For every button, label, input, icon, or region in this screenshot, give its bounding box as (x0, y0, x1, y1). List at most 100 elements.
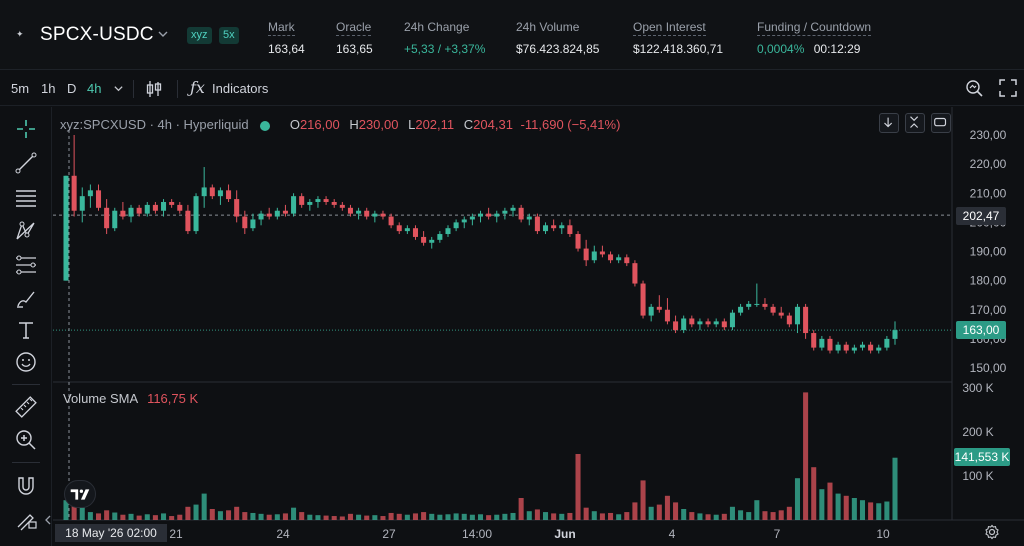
timeframe-4h[interactable]: 4h (87, 81, 102, 96)
favorite-star-icon[interactable]: ✦ (16, 29, 24, 39)
restore-icon (934, 117, 947, 127)
stat-value: $76.423.824,85 (516, 42, 600, 56)
trend-line-icon[interactable] (14, 151, 38, 175)
snapshot-zoom-icon[interactable] (964, 78, 984, 98)
candle-body (486, 213, 492, 217)
volume-bar (754, 500, 760, 520)
stat-label[interactable]: Funding / Countdown (757, 20, 872, 36)
candle-body (79, 196, 85, 211)
tradingview-logo-icon (70, 489, 90, 500)
volume-bar (217, 511, 223, 520)
price-axis-label: 190,00 (970, 245, 1007, 259)
stat-label[interactable]: Oracle (336, 20, 372, 36)
volume-bar (71, 497, 77, 520)
volume-bar (79, 507, 85, 520)
timeframe-chevron-icon[interactable] (113, 83, 124, 94)
volume-bar (794, 478, 800, 520)
volume-bar (234, 506, 240, 520)
timeframe-1h[interactable]: 1h (41, 81, 56, 96)
volume-bar (689, 512, 695, 520)
candle-body (112, 210, 118, 229)
crosshair-icon[interactable] (14, 117, 38, 141)
indicators-button[interactable]: Indicators (212, 81, 269, 96)
market-tag: xyz (187, 27, 212, 44)
candle-body (63, 175, 69, 281)
tradingview-logo[interactable] (64, 480, 96, 508)
brush-icon[interactable] (14, 286, 38, 310)
pane-settings-button[interactable] (931, 113, 951, 133)
candle-body (396, 225, 402, 232)
lock-drawings-icon[interactable] (14, 507, 38, 531)
collapse-toolbar-icon[interactable] (44, 515, 52, 525)
volume-bar (307, 514, 313, 520)
horizontal-lines-icon[interactable] (14, 185, 38, 209)
timeframe-5m[interactable]: 5m (11, 81, 30, 96)
candle-body (673, 321, 679, 331)
volume-bar (681, 509, 687, 520)
candle-body (104, 207, 110, 229)
candle-body (884, 338, 890, 348)
volume-bar (762, 511, 768, 520)
volume-bar (412, 513, 418, 520)
volume-bar (388, 512, 394, 520)
pane-down-button[interactable] (879, 113, 899, 133)
leverage-tag[interactable]: 5x (219, 27, 239, 44)
candles-style-icon[interactable] (144, 79, 164, 99)
volume-bar (404, 514, 410, 520)
projection-icon[interactable] (14, 253, 38, 277)
candle-body (242, 216, 248, 229)
timeframe-d[interactable]: D (67, 81, 77, 96)
volume-bar (291, 507, 297, 520)
chevron-down-icon[interactable] (157, 28, 169, 40)
stat-label[interactable]: Mark (268, 20, 295, 36)
volume-bar (453, 513, 459, 520)
volume-bar (185, 506, 191, 520)
time-axis-label: 14:00 (462, 527, 492, 541)
volume-bar (299, 512, 305, 520)
fullscreen-icon[interactable] (998, 78, 1018, 98)
chart-settings-gear-icon[interactable] (984, 524, 1000, 540)
candle-body (323, 199, 329, 202)
candle-body (534, 216, 540, 232)
candle-body (421, 236, 427, 243)
volume-bar (364, 515, 370, 520)
volume-bar (632, 502, 638, 520)
volume-bar (697, 513, 703, 520)
pane-collapse-button[interactable] (905, 113, 925, 133)
function-icon[interactable]: ƒx (190, 78, 205, 97)
candle-body (412, 228, 418, 237)
text-icon[interactable] (14, 318, 38, 342)
candle-body (689, 318, 695, 325)
stat-value: +5,33 / +3,37% (404, 42, 486, 56)
candle-body (169, 201, 175, 205)
legend-l-key: L (408, 117, 416, 132)
emoji-icon[interactable] (14, 350, 38, 374)
volume-bar (770, 512, 776, 520)
legend-title: xyz:SPCXUSD · 4h · Hyperliquid (60, 117, 249, 132)
magnet-icon[interactable] (14, 474, 38, 498)
stat-mark: Mark 163,64 (268, 18, 305, 56)
stat-24h-volume: 24h Volume $76.423.824,85 (516, 18, 599, 56)
volume-bar (608, 512, 614, 520)
stat-label: 24h Volume (516, 20, 580, 34)
ruler-icon[interactable] (14, 395, 38, 419)
volume-bar (380, 516, 386, 520)
candle-body (266, 213, 272, 217)
volume-sma-value: 116,75 K (147, 391, 199, 406)
symbol-name[interactable]: SPCX-USDC (40, 24, 154, 45)
volume-bar (738, 510, 744, 520)
volume-bar (640, 480, 646, 520)
candle-body (591, 251, 597, 261)
stat-label[interactable]: Open Interest (633, 20, 706, 36)
candle-body (234, 199, 240, 217)
candle-body (786, 315, 792, 325)
pattern-icon[interactable] (14, 219, 38, 243)
stat-value: 163,64 (268, 42, 305, 56)
zoom-in-icon[interactable] (14, 428, 38, 452)
candle-body (567, 225, 573, 235)
candle-body (729, 312, 735, 328)
volume-bar (494, 514, 500, 520)
volume-bar (851, 498, 857, 520)
volume-bar (713, 514, 719, 520)
